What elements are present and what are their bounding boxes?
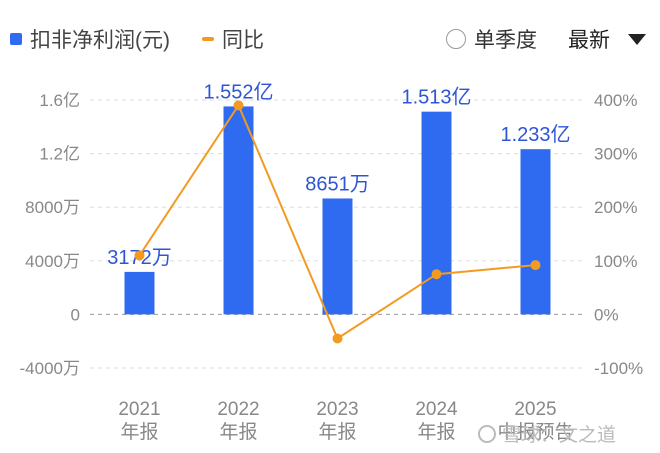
x-tick-sublabel: 年报 [318,421,356,443]
data-label: 1.552亿 [203,80,273,103]
legend-bar-series[interactable]: 扣非净利润(元) [10,24,170,54]
x-tick-label: 2023 [316,399,358,420]
x-tick-sublabel: 年报 [120,421,158,443]
line-legend-label: 同比 [222,29,264,52]
watermark-text: 雪球：文之道 [502,425,617,446]
snowball-logo-icon [478,424,496,443]
data-label: 1.233亿 [500,123,570,146]
bar-2024 [421,111,452,315]
y-right-tick-label: -100% [594,359,643,378]
y-right-tick-label: 200% [594,198,637,217]
yoy-point-2022 [233,100,244,111]
legend-line-series[interactable]: 同比 [202,24,264,54]
x-tick-sublabel: 年报 [219,421,257,443]
y-right-tick-label: 400% [594,91,637,110]
y-right-tick-label: 100% [594,252,637,271]
x-tick-label: 2024 [415,399,458,420]
yoy-point-2023 [332,333,343,344]
line-legend-swatch [202,37,214,41]
yoy-point-2021 [134,250,145,261]
period-dropdown[interactable]: 最新 [568,24,646,54]
x-tick-sublabel: 年报 [417,421,455,443]
yoy-point-2025 [530,260,541,271]
bar-2023 [322,198,353,315]
y-right-tick-label: 300% [594,145,637,164]
dropdown-value: 最新 [568,29,610,52]
y-left-tick-label: 0 [71,305,80,324]
bar-2022 [223,106,254,315]
chart-header: 扣非净利润(元) 同比 单季度 最新 [0,0,660,80]
y-left-tick-label: 1.2亿 [39,145,80,164]
bar-legend-label: 扣非净利润(元) [30,29,170,52]
caret-down-icon [628,33,646,45]
radio-icon[interactable] [446,29,466,49]
bar-2021 [124,271,155,315]
quarterly-label: 单季度 [474,29,537,52]
y-left-tick-label: 8000万 [25,198,80,217]
data-label: 1.513亿 [401,86,471,109]
x-tick-label: 2025 [514,399,556,420]
watermark: 雪球：文之道 [478,420,616,447]
y-right-tick-label: 0% [594,305,619,324]
y-left-tick-label: 4000万 [25,252,80,271]
bar-2025 [520,149,551,315]
y-left-tick-label: 1.6亿 [39,91,80,110]
y-left-tick-label: -4000万 [20,359,80,378]
yoy-point-2024 [431,269,442,280]
quarterly-toggle[interactable]: 单季度 [446,24,537,54]
x-tick-label: 2022 [217,399,259,420]
bar-legend-swatch [10,33,22,45]
data-label: 8651万 [305,173,370,195]
x-tick-label: 2021 [118,399,160,420]
x-tick-sublabel: 中报预告 [497,421,573,443]
